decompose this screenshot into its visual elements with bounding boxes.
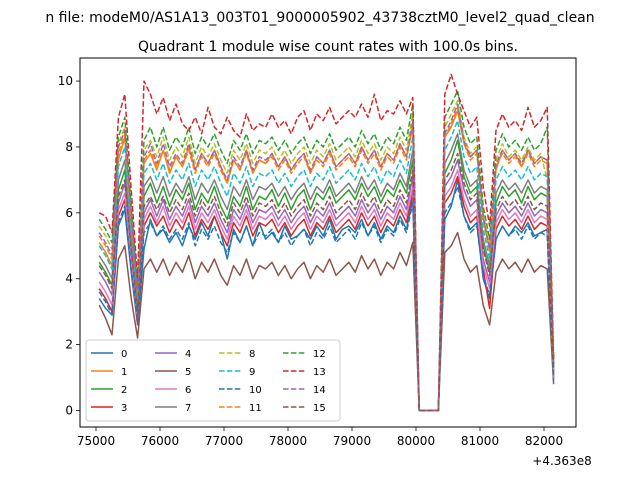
legend-item-11: 11 xyxy=(219,403,262,414)
legend-label: 3 xyxy=(121,403,127,414)
legend-item-0: 0 xyxy=(91,349,127,360)
legend-item-13: 13 xyxy=(283,367,326,378)
legend-label: 10 xyxy=(249,385,262,396)
legend-item-1: 1 xyxy=(91,367,127,378)
series-line-7 xyxy=(98,133,555,412)
series-line-5 xyxy=(98,231,555,412)
legend-item-2: 2 xyxy=(91,385,127,396)
legend-label: 11 xyxy=(249,403,262,414)
y-tick-label: 10 xyxy=(58,74,73,88)
y-tick-label: 2 xyxy=(65,338,73,352)
legend-item-14: 14 xyxy=(283,385,326,396)
plot-area xyxy=(79,57,577,428)
legend-label: 9 xyxy=(249,367,255,378)
x-tick-label: 75000 xyxy=(77,434,115,448)
x-tick-label: 80000 xyxy=(397,434,435,448)
legend-label: 4 xyxy=(185,349,191,360)
legend-item-10: 10 xyxy=(219,385,262,396)
x-tick-label: 77000 xyxy=(205,434,243,448)
x-tick-label: 76000 xyxy=(141,434,179,448)
x-tick-label: 82000 xyxy=(525,434,563,448)
axes-frame xyxy=(79,57,577,428)
legend-label: 14 xyxy=(313,385,326,396)
series-line-6 xyxy=(98,169,555,412)
legend-label: 5 xyxy=(185,367,191,378)
series-line-14 xyxy=(98,103,555,412)
y-tick-label: 8 xyxy=(65,140,73,154)
y-axis: 0 2 4 6 8 10 xyxy=(58,74,80,418)
series-line-12 xyxy=(98,90,555,412)
y-tick-label: 4 xyxy=(65,272,73,286)
legend-label: 2 xyxy=(121,385,127,396)
legend-item-9: 9 xyxy=(219,367,255,378)
legend-item-7: 7 xyxy=(155,403,191,414)
legend-box xyxy=(85,339,341,422)
legend-label: 8 xyxy=(249,349,255,360)
series-line-8 xyxy=(98,100,555,412)
legend-label: 6 xyxy=(185,385,191,396)
legend-item-8: 8 xyxy=(219,349,255,360)
figure-suptitle: n file: modeM0/AS1A13_003T01_9000005902_… xyxy=(45,10,594,26)
x-offset-label: +4.363e8 xyxy=(532,454,591,468)
series-line-11 xyxy=(98,106,555,412)
series-line-10 xyxy=(98,185,555,412)
series-line-9 xyxy=(98,119,555,412)
legend-label: 7 xyxy=(185,403,191,414)
y-tick-label: 6 xyxy=(65,206,73,220)
legend-item-15: 15 xyxy=(283,403,326,414)
series-line-4 xyxy=(98,159,555,412)
x-tick-label: 81000 xyxy=(461,434,499,448)
series-line-15 xyxy=(98,152,555,412)
chart-title: Quadrant 1 module wise count rates with … xyxy=(138,39,518,55)
legend-item-12: 12 xyxy=(283,349,326,360)
legend-label: 13 xyxy=(313,367,326,378)
series-line-13 xyxy=(98,73,555,412)
legend-label: 12 xyxy=(313,349,326,360)
legend-item-6: 6 xyxy=(155,385,191,396)
legend-item-4: 4 xyxy=(155,349,191,360)
legend-item-5: 5 xyxy=(155,367,191,378)
legend-label: 0 xyxy=(121,349,127,360)
series-group xyxy=(98,73,555,412)
x-tick-label: 78000 xyxy=(269,434,307,448)
y-tick-label: 0 xyxy=(65,404,73,418)
legend-label: 15 xyxy=(313,403,326,414)
x-axis: 75000 76000 77000 78000 79000 80000 81000 82000 xyxy=(77,427,563,448)
series-line-0 xyxy=(98,179,555,412)
legend-label: 1 xyxy=(121,367,127,378)
legend-item-3: 3 xyxy=(91,403,127,414)
x-tick-label: 79000 xyxy=(333,434,371,448)
